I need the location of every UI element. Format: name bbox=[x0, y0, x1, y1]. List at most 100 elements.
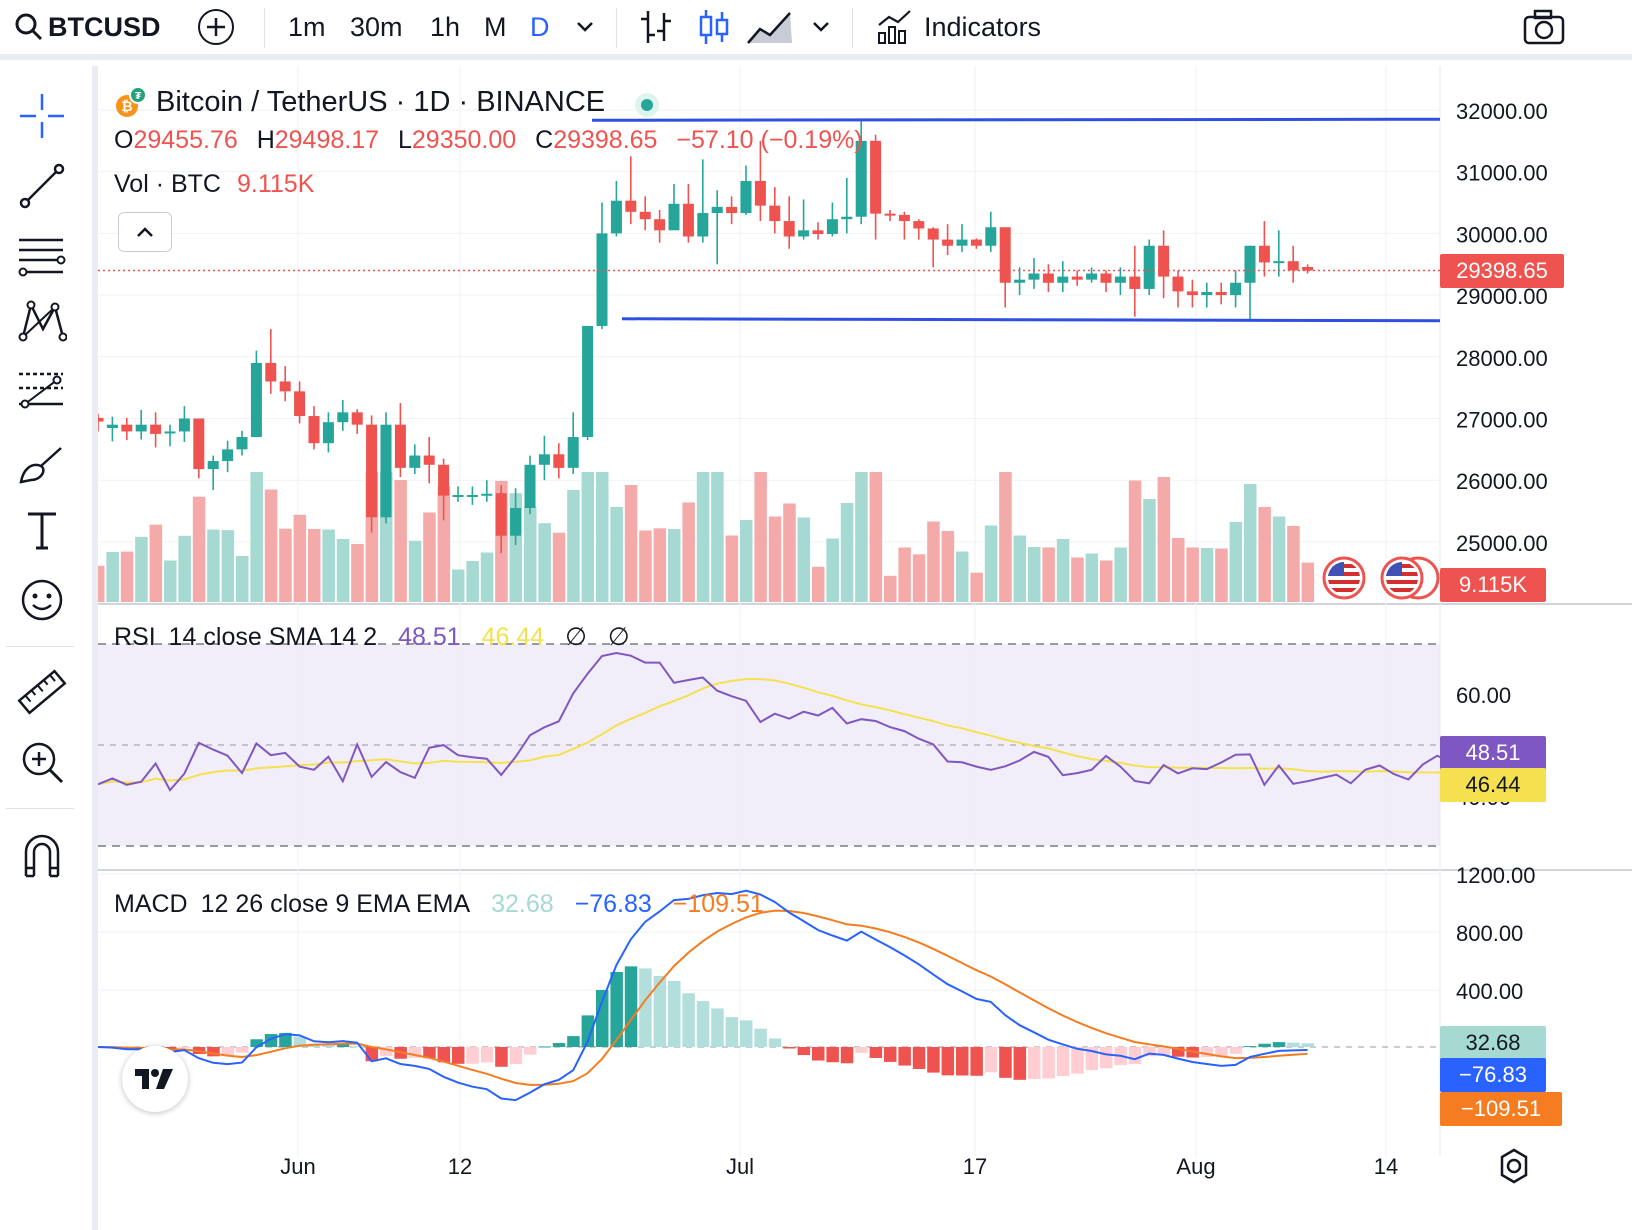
candle-body bbox=[697, 213, 709, 237]
bitcoin-logo: ₿₮ bbox=[116, 86, 147, 117]
macd-histogram-bar bbox=[596, 989, 609, 1047]
candle-body bbox=[1129, 276, 1141, 289]
macd-histogram-bar bbox=[552, 1043, 566, 1047]
chevron-up-icon bbox=[137, 227, 153, 237]
macd-tick-label: 400.00 bbox=[1456, 979, 1523, 1004]
open-label: O bbox=[114, 126, 134, 154]
text-tool[interactable] bbox=[14, 502, 70, 558]
price-tick-label: 30000.00 bbox=[1456, 222, 1548, 247]
crosshair-tool[interactable] bbox=[14, 88, 70, 144]
interval-day[interactable]: D bbox=[530, 11, 550, 42]
measure-tool[interactable] bbox=[14, 664, 70, 720]
zoom-tool[interactable] bbox=[14, 734, 70, 790]
volume-bar bbox=[1186, 547, 1199, 602]
volume-bar bbox=[855, 472, 868, 602]
camera-icon bbox=[1523, 9, 1565, 45]
candle-body bbox=[366, 424, 378, 518]
candle-body bbox=[1273, 261, 1285, 264]
axes-layer: 32000.00 31000.00 30000.00 29000.00 28000.00… bbox=[280, 99, 1548, 1179]
bar-style-button[interactable] bbox=[638, 0, 674, 54]
zoom-icon bbox=[22, 742, 64, 784]
forecast-tool[interactable] bbox=[14, 362, 70, 418]
pattern-tool[interactable] bbox=[14, 294, 70, 350]
chevron-down-icon bbox=[577, 22, 593, 32]
chart-canvas[interactable]: 32000.00 31000.00 30000.00 29000.00 28000.00… bbox=[98, 66, 1632, 1230]
compare-button[interactable] bbox=[196, 0, 236, 54]
volume-bar bbox=[624, 485, 638, 602]
candle-body bbox=[423, 455, 435, 465]
candle-body bbox=[452, 495, 464, 498]
magnet-tool[interactable] bbox=[14, 828, 70, 884]
macd-histogram-bar bbox=[365, 1047, 379, 1062]
macd-histogram-bar bbox=[322, 1044, 335, 1047]
macd-histogram-bar bbox=[1056, 1047, 1070, 1076]
macd-histogram-bar bbox=[236, 1047, 249, 1053]
candle-body bbox=[322, 422, 334, 444]
macd-histogram-bar bbox=[1229, 1047, 1243, 1054]
indicators-icon bbox=[878, 10, 911, 44]
candle-body bbox=[524, 464, 536, 508]
candle-body bbox=[135, 424, 147, 432]
volume-bar bbox=[812, 566, 825, 602]
collapse-legend-button[interactable] bbox=[118, 212, 172, 252]
settings-icon bbox=[1500, 1148, 1528, 1184]
macd-histogram-bar bbox=[495, 1047, 508, 1067]
macd-histogram-bar bbox=[1013, 1047, 1027, 1080]
fib-tool[interactable] bbox=[14, 228, 70, 284]
candle-body bbox=[351, 412, 363, 425]
ruler-icon bbox=[17, 669, 67, 715]
macd-histogram-bar bbox=[768, 1038, 782, 1047]
drawings-layer[interactable] bbox=[591, 117, 1441, 323]
emoji-tool[interactable] bbox=[14, 572, 70, 628]
macd-histogram-bar bbox=[437, 1047, 451, 1063]
price-tick-label: 29000.00 bbox=[1456, 284, 1548, 309]
interval-month[interactable]: M bbox=[484, 11, 507, 42]
volume-bar bbox=[956, 551, 969, 602]
rsi-legend[interactable]: RSI 14 close SMA 14 2 48.51 46.44 ∅ ∅ bbox=[114, 622, 636, 652]
macd-histogram-bar bbox=[941, 1047, 955, 1076]
macd-histogram-bar bbox=[466, 1047, 479, 1064]
symbol-search[interactable]: BTCUSD bbox=[14, 0, 161, 54]
chart-settings-button[interactable] bbox=[1494, 1146, 1534, 1191]
candle-style-button[interactable] bbox=[696, 0, 732, 54]
interval-1h[interactable]: 1h bbox=[430, 11, 461, 42]
crosshair-icon bbox=[20, 94, 64, 138]
economic-event-flag[interactable] bbox=[1322, 556, 1366, 605]
candle-body bbox=[510, 507, 522, 536]
symbol-legend[interactable]: ₿ ₮ Bitcoin / TetherUS · 1D · BINANCE bbox=[112, 84, 665, 120]
candle-body bbox=[1302, 266, 1314, 271]
interval-30m[interactable]: 30m bbox=[350, 11, 403, 42]
volume-bar bbox=[1071, 557, 1084, 602]
tradingview-logo-button[interactable] bbox=[122, 1046, 188, 1112]
candle-body bbox=[481, 493, 493, 496]
volume-legend[interactable]: Vol · BTC 9.115K bbox=[114, 170, 320, 199]
chart-type-dropdown[interactable] bbox=[810, 0, 832, 54]
volume-bar bbox=[1100, 560, 1113, 602]
last-price-label: 29398.65 bbox=[1440, 254, 1564, 288]
economic-event-flag[interactable] bbox=[1380, 556, 1440, 605]
area-style-button[interactable] bbox=[746, 0, 794, 54]
signal-line bbox=[98, 909, 1308, 1086]
rsi-line bbox=[98, 651, 1467, 792]
macd-legend[interactable]: MACD 12 26 close 9 EMA EMA 32.68 −76.83 … bbox=[114, 890, 770, 919]
brush-tool[interactable] bbox=[14, 436, 70, 492]
indicators-button[interactable]: Indicators bbox=[876, 0, 1041, 54]
candle-body bbox=[106, 424, 118, 429]
text-icon bbox=[28, 512, 56, 550]
candle-body bbox=[1143, 245, 1155, 289]
screenshot-button[interactable] bbox=[1522, 0, 1566, 54]
rsi-params: 14 close SMA 14 2 bbox=[168, 623, 378, 651]
interval-dropdown[interactable] bbox=[574, 0, 596, 54]
candle-body bbox=[884, 213, 896, 216]
candle-body bbox=[999, 227, 1011, 283]
bar-style-icon bbox=[641, 11, 671, 43]
interval-1m[interactable]: 1m bbox=[288, 11, 326, 42]
trend-line-tool[interactable] bbox=[14, 158, 70, 214]
volume-bar bbox=[941, 531, 955, 602]
candle-body bbox=[596, 233, 608, 326]
resistance-line bbox=[591, 117, 1441, 122]
candle-body bbox=[1057, 276, 1069, 283]
macd-histogram-bar bbox=[178, 1047, 191, 1048]
volume-bar bbox=[1128, 480, 1142, 602]
volume-bar bbox=[279, 528, 292, 602]
